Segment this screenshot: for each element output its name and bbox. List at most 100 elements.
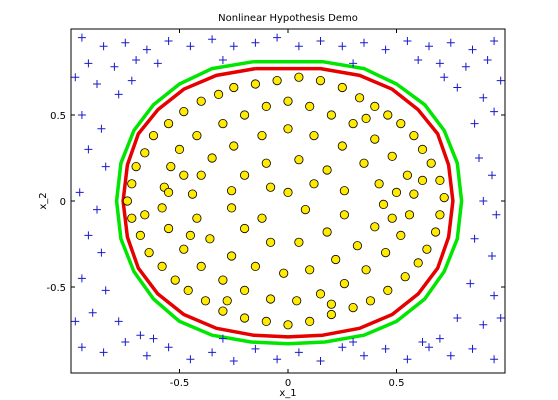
y-tick-label: 0 [60,197,66,208]
scatter-point [229,141,239,151]
scatter-point [222,296,232,306]
scatter-point [381,344,390,353]
scatter-point [164,37,173,45]
scatter-point [339,278,349,289]
scatter-point [122,196,133,206]
scatter-point [148,131,159,141]
scatter-point [316,37,325,45]
x-tick-label: -0.5 [170,378,190,389]
scatter-point [140,148,150,158]
scatter-point [337,141,347,151]
scatter-point [435,59,444,68]
scatter-point [127,213,137,223]
scatter-point [84,145,93,154]
scatter-point [479,320,488,329]
scatter-point [348,119,358,129]
scatter-point [294,155,304,165]
scatter-point [240,170,250,180]
scatter-point [378,199,389,209]
scatter-point [186,42,195,51]
scatter-point [192,213,202,223]
scatter-point [396,230,406,240]
scatter-point [179,107,189,117]
scatter-point [164,119,174,129]
data-points [71,33,505,365]
scatter-point [413,258,423,268]
scatter-point [483,56,492,64]
scatter-point [71,73,80,82]
scatter-point [479,93,488,102]
scatter-point [149,334,158,343]
scatter-point [185,230,195,240]
scatter-point [273,33,282,42]
scatter-point [360,38,368,47]
scatter-point [409,131,419,141]
decision-boundary-2 [121,66,455,339]
scatter-point [240,285,250,295]
scatter-point [339,186,349,196]
scatter-point [352,241,362,251]
scatter-point [75,188,84,197]
scatter-point [99,42,108,51]
scatter-point [490,355,499,364]
scatter-point [391,187,402,197]
scatter-point [294,348,303,357]
scatter-point [387,151,397,161]
scatter-point [492,210,501,219]
axes-background [71,29,505,373]
x-axis-label: x_1 [279,388,296,399]
scatter-point [309,131,319,141]
scatter-point [348,302,358,313]
scatter-point [422,244,432,254]
scatter-point [229,357,238,365]
scatter-point [207,153,217,163]
scatter-point [338,42,347,51]
scatter-point [322,165,332,175]
scatter-point [370,222,380,232]
scatter-point [414,56,423,64]
scatter-point [383,285,393,295]
scatter-point [453,314,462,322]
scatter-point [354,93,365,103]
scatter-point [84,231,93,240]
scatter-point [214,89,224,100]
scatter-point [383,110,393,120]
scatter-point [409,189,419,199]
scatter-point [186,355,195,364]
decision-boundaries [114,59,464,346]
scatter-point [153,59,162,68]
scatter-point [360,351,368,360]
scatter-point [144,248,154,258]
scatter-point [196,96,206,106]
scatter-point [218,275,228,285]
scatter-point [251,344,260,353]
scatter-point [470,234,479,243]
axis-ticks: -0.5 0 0.5 -0.5 0 0.5 [46,29,505,389]
scatter-point [110,62,119,71]
scatter-point [170,275,180,285]
scatter-point [370,134,380,144]
scatter-point [261,101,271,112]
scatter-point [240,110,250,120]
y-tick-label: -0.5 [46,283,66,294]
y-axis-label: x_2 [38,192,49,209]
scatter-point [179,244,189,254]
chart-title: Nonlinear Hypothesis Demo [218,13,358,24]
scatter-point [309,179,319,189]
scatter-point [97,248,106,257]
scatter-point [479,197,488,205]
scatter-point [250,261,260,271]
scatter-point [496,314,505,322]
scatter-point [475,154,483,162]
scatter-point [99,348,108,357]
scatter-point [227,251,237,261]
y-tick-label: 0.5 [50,111,66,122]
scatter-point [192,131,202,141]
scatter-point [93,205,101,214]
scatter-point [294,72,304,82]
scatter-point [93,80,101,88]
scatter-point [468,45,477,54]
scatter-point [205,234,215,244]
scatter-point [440,73,449,82]
scatter-point [294,42,303,51]
